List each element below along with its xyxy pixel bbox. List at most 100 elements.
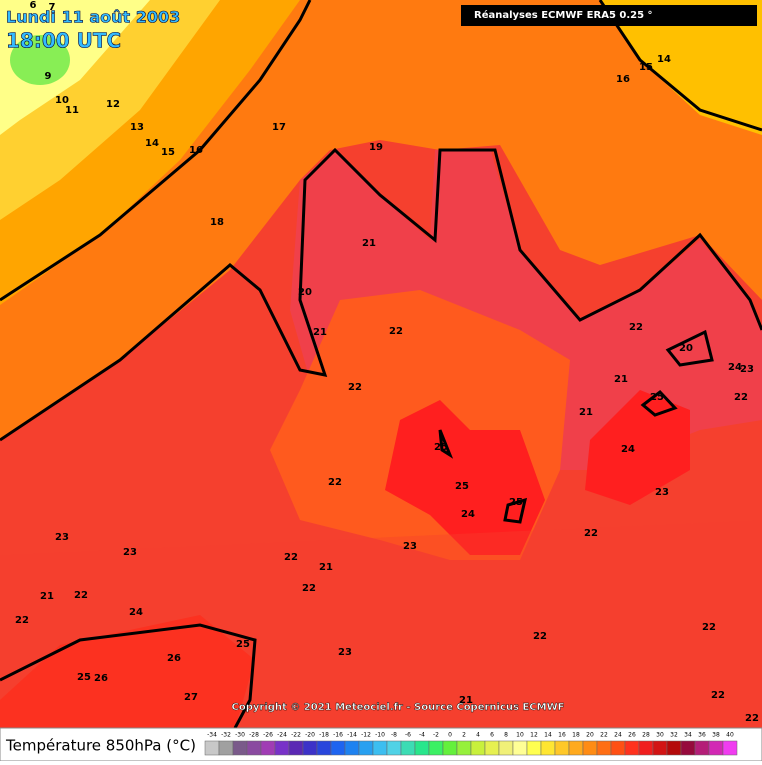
scale-swatch [596, 740, 612, 756]
scale-tick-label: 20 [586, 732, 594, 739]
scale-swatch [358, 740, 374, 756]
scale-tick-label: 16 [558, 732, 566, 739]
contour-label: 22 [584, 528, 598, 539]
scale-swatch [204, 740, 220, 756]
contour-label: 23 [55, 532, 69, 543]
scale-tick-label: -10 [375, 732, 385, 739]
contour-label: 16 [616, 74, 630, 85]
contour-label: 25 [455, 481, 469, 492]
scale-tick-label: 4 [476, 732, 480, 739]
scale-swatch [218, 740, 234, 756]
contour-label: 12 [106, 99, 120, 110]
scale-swatch [694, 740, 710, 756]
scale-swatch [372, 740, 388, 756]
contour-label: 23 [740, 364, 754, 375]
scale-tick-label: 40 [726, 732, 734, 739]
contour-label: 15 [161, 147, 175, 158]
contour-label: 27 [184, 692, 198, 703]
scale-tick-label: 0 [448, 732, 452, 739]
scale-tick-label: 32 [670, 732, 678, 739]
contour-label: 24 [621, 444, 635, 455]
contour-label: 14 [145, 138, 159, 149]
scale-tick-label: -16 [333, 732, 343, 739]
contour-label: 25 [434, 442, 448, 453]
contour-label: 25 [77, 672, 91, 683]
scale-tick-label: -20 [305, 732, 315, 739]
scale-swatch [568, 740, 584, 756]
scale-swatch [274, 740, 290, 756]
source: Réanalyses ECMWF ERA5 0.25 ° [474, 9, 653, 21]
scale-swatch [288, 740, 304, 756]
contour-label: 21 [459, 695, 473, 706]
contour-label: 22 [389, 326, 403, 337]
scale-swatch [624, 740, 640, 756]
time: 18:00 UTC [6, 29, 121, 53]
contour-label: 21 [313, 327, 327, 338]
scale-tick-label: -34 [207, 732, 217, 739]
scale-tick-label: -32 [221, 732, 231, 739]
contour-label: 25 [509, 497, 523, 508]
contour-label: 10 [55, 95, 69, 106]
scale-swatch [330, 740, 346, 756]
scale-tick-label: 6 [490, 732, 494, 739]
contour-label: 18 [210, 217, 224, 228]
contour-label: 21 [40, 591, 54, 602]
scale-swatch [246, 740, 262, 756]
contour-label: 24 [728, 362, 742, 373]
contour-label: 21 [579, 407, 593, 418]
contour-label: 26 [167, 653, 181, 664]
scale-tick-label: -6 [405, 732, 411, 739]
scale-tick-label: 8 [504, 732, 508, 739]
contour-label: 16 [189, 145, 203, 156]
scale-tick-label: -2 [433, 732, 439, 739]
contour-label: 22 [533, 631, 547, 642]
contour-label: 24 [129, 607, 143, 618]
contour-label: 22 [284, 552, 298, 563]
scale-swatch [708, 740, 724, 756]
contour-label: 6 [30, 0, 37, 11]
scale-tick-label: 2 [462, 732, 466, 739]
scale-swatch [400, 740, 416, 756]
scale-tick-label: -30 [235, 732, 245, 739]
scale-swatch [526, 740, 542, 756]
scale-swatch [442, 740, 458, 756]
scale-tick-label: 38 [712, 732, 720, 739]
scale-swatch [610, 740, 626, 756]
contour-label: 11 [65, 105, 79, 116]
scale-tick-label: -12 [361, 732, 371, 739]
contour-label: 23 [123, 547, 137, 558]
contour-label: 23 [338, 647, 352, 658]
contour-label: 22 [629, 322, 643, 333]
scale-swatch [414, 740, 430, 756]
contour-label: 21 [614, 374, 628, 385]
contour-label: 21 [319, 562, 333, 573]
scale-swatch [316, 740, 332, 756]
contour-label: 23 [655, 487, 669, 498]
scale-swatch [428, 740, 444, 756]
contour-label: 22 [702, 622, 716, 633]
contour-label: 22 [711, 690, 725, 701]
scale-swatch [512, 740, 528, 756]
scale-tick-label: 18 [572, 732, 580, 739]
scale-tick-label: 26 [628, 732, 636, 739]
scale-swatch [344, 740, 360, 756]
contour-label: 19 [369, 142, 383, 153]
contour-label: 22 [348, 382, 362, 393]
scale-tick-label: -4 [419, 732, 425, 739]
scale-tick-label: 28 [642, 732, 650, 739]
scale-swatch [302, 740, 318, 756]
color-scale: -34 -32 -30 -28 -26 -24 -22 -20 -18 -16 -14 -12 -10-… [204, 732, 738, 756]
scale-swatch [470, 740, 486, 756]
source-box [461, 5, 757, 26]
scale-tick-label: -18 [319, 732, 329, 739]
scale-tick-label: 12 [530, 732, 538, 739]
scale-swatch [456, 740, 472, 756]
copyright: Copyright © 2021 Meteociel.fr - Source C… [232, 702, 565, 713]
scale-tick-label: -14 [347, 732, 357, 739]
contour-label: 22 [745, 713, 759, 724]
scale-swatch [680, 740, 696, 756]
date: Lundi 11 août 2003 [6, 8, 180, 27]
contour-label: 7 [49, 2, 56, 13]
